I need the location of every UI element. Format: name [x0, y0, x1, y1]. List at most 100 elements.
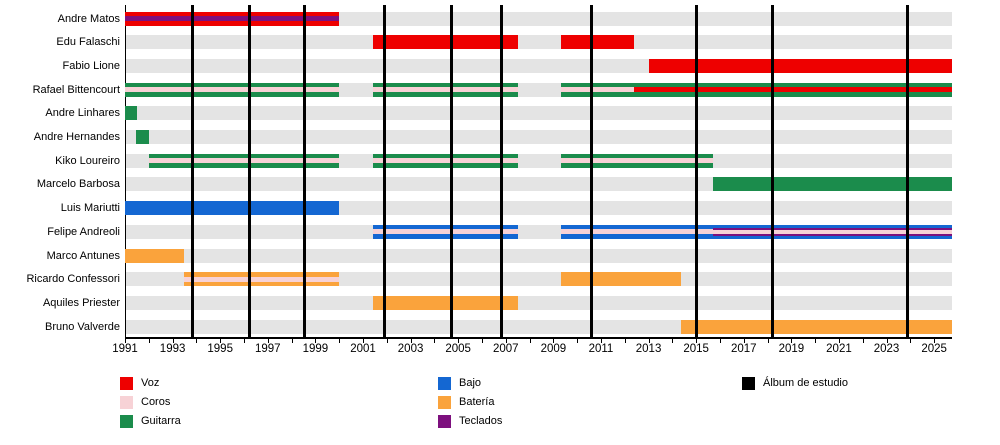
album-line [694, 5, 698, 337]
member-label: Marcelo Barbosa [36, 178, 120, 191]
axis-year-label: 2007 [492, 343, 519, 355]
timeline-bar [148, 153, 340, 168]
role-stripe [712, 229, 952, 234]
timeline-bar [680, 319, 952, 334]
axis-year-label: 2023 [873, 343, 900, 355]
member-label: Edu Falaschi [56, 36, 120, 49]
member-label: Kiko Loureiro [55, 154, 120, 167]
axis-year-label: 2001 [350, 343, 376, 355]
member-label: Andre Linhares [45, 107, 120, 120]
axis-year-label: 2003 [397, 343, 424, 355]
axis-year-label: 1995 [207, 343, 233, 355]
timeline-track [126, 295, 952, 310]
role-stripe [634, 87, 952, 93]
legend-swatch-teclados [438, 415, 451, 428]
member-label: Ricardo Confessori [26, 273, 120, 286]
timeline-bar [560, 82, 635, 97]
member-label: Luis Mariutti [60, 202, 120, 215]
axis-tick [886, 338, 888, 343]
axis-tick [672, 338, 674, 343]
axis-year-label: 2011 [588, 343, 614, 355]
axis-tick [577, 338, 579, 343]
member-label: Marco Antunes [46, 249, 120, 262]
timeline-track [126, 248, 952, 263]
axis-tick [505, 338, 507, 343]
axis-tick [220, 338, 222, 343]
axis-tick [339, 338, 341, 343]
axis-tick [458, 338, 460, 343]
role-stripe [560, 87, 635, 93]
legend-label-coros: Coros [141, 396, 171, 408]
role-stripe [560, 229, 713, 235]
timeline-bar [184, 272, 340, 287]
axis-tick [196, 338, 198, 343]
axis-tick [148, 338, 150, 343]
axis-tick [529, 338, 531, 343]
legend-swatch-album [742, 377, 755, 390]
album-line [382, 5, 386, 337]
axis-year-label: 2019 [778, 343, 805, 355]
role-stripe [372, 229, 518, 235]
timeline-bar [372, 295, 518, 310]
axis-tick [125, 338, 126, 343]
timeline-bar [372, 82, 518, 97]
axis-tick [362, 338, 364, 343]
axis-year-label: 2013 [635, 343, 662, 355]
timeline-bar [560, 153, 713, 168]
axis-year-label: 2015 [683, 343, 709, 355]
legend-label-guitarra: Guitarra [141, 415, 181, 427]
legend-swatch-voz [120, 377, 133, 390]
axis-tick [791, 338, 793, 343]
timeline-bar [372, 35, 518, 50]
album-line [248, 5, 252, 337]
legend-swatch-guitarra [120, 415, 133, 428]
axis-tick [696, 338, 698, 343]
album-line [303, 5, 307, 337]
timeline-bar [648, 58, 952, 73]
axis-tick [910, 338, 912, 343]
legend-swatch-coros [120, 396, 133, 409]
member-label: Rafael Bittencourt [32, 83, 120, 96]
member-label: Bruno Valverde [44, 320, 120, 333]
legend-label-bateria: Batería [459, 396, 495, 408]
timeline-bar [560, 272, 681, 287]
axis-tick [315, 338, 317, 343]
legend-label-teclados: Teclados [459, 415, 503, 427]
member-label: Fabio Lione [62, 59, 121, 72]
timeline-bar [125, 82, 340, 97]
member-label: Felipe Andreoli [47, 225, 120, 238]
album-line [449, 5, 453, 337]
timeline-track [126, 130, 952, 144]
legend-swatch-bajo [438, 377, 451, 390]
legend-label-bajo: Bajo [459, 377, 482, 389]
axis-tick [386, 338, 388, 343]
axis-tick [553, 338, 555, 343]
axis-tick [862, 338, 864, 343]
legend-label-voz: Voz [141, 377, 160, 389]
album-line [499, 5, 503, 337]
axis-tick [719, 338, 721, 343]
axis-tick [767, 338, 769, 343]
member-label: Aquiles Priester [42, 296, 120, 309]
axis-year-label: 2025 [921, 343, 947, 355]
axis-tick [172, 338, 174, 343]
member-label: Andre Hernandes [33, 131, 120, 143]
timeline-track [126, 106, 952, 121]
role-stripe [184, 276, 340, 282]
timeline-bar [135, 130, 149, 144]
axis-year-label: 2017 [730, 343, 757, 355]
timeline-bar [372, 224, 518, 239]
axis-tick [434, 338, 436, 343]
role-stripe [125, 16, 340, 21]
axis-tick [815, 338, 817, 343]
axis-year-label: 1991 [112, 343, 138, 355]
axis-tick [934, 338, 936, 343]
axis-tick [624, 338, 626, 343]
legend-label-album: Álbum de estudio [763, 377, 848, 389]
axis-tick [267, 338, 269, 343]
axis-year-label: 1993 [159, 343, 186, 355]
timeline-bar [560, 35, 635, 50]
album-line [191, 5, 195, 337]
role-stripe [148, 158, 340, 164]
